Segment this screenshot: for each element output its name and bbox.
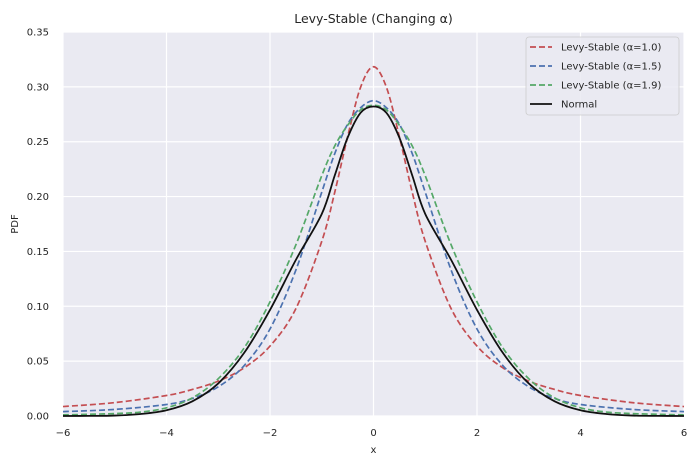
y-tick-label: 0.10 — [27, 302, 49, 313]
x-tick-label: 6 — [681, 428, 687, 439]
series-alpha-1-0-line — [62, 65, 685, 408]
y-tick-label: 0.20 — [27, 192, 49, 203]
y-tick-label: 0.35 — [27, 28, 49, 39]
series-normal-line — [62, 105, 685, 417]
x-tick-label: −2 — [263, 428, 278, 439]
series-layer — [62, 65, 685, 417]
x-axis-label: x — [371, 445, 377, 456]
legend-item-normal-label: Normal — [561, 100, 597, 111]
x-tick-label: 0 — [370, 428, 376, 439]
x-tick-label: 4 — [577, 428, 583, 439]
chart-title: Levy-Stable (Changing α) — [294, 11, 453, 26]
y-tick-label: 0.30 — [27, 82, 49, 93]
legend-item-alpha-1-9-label: Levy-Stable (α=1.9) — [561, 81, 661, 92]
y-axis: 0.00 0.05 0.10 0.15 0.20 0.25 0.30 0.35 — [27, 28, 49, 423]
legend-item-alpha-1-5-label: Levy-Stable (α=1.5) — [561, 62, 661, 73]
y-tick-label: 0.25 — [27, 137, 49, 148]
legend-item-alpha-1-0-label: Levy-Stable (α=1.0) — [561, 43, 661, 54]
x-tick-label: −6 — [56, 428, 71, 439]
legend: Levy-Stable (α=1.0) Levy-Stable (α=1.5) Le… — [525, 36, 680, 116]
y-tick-label: 0.15 — [27, 247, 49, 258]
x-tick-label: 2 — [474, 428, 480, 439]
y-tick-label: 0.05 — [27, 357, 49, 368]
grid-lines — [62, 31, 685, 417]
x-axis: −6 −4 −2 0 2 4 6 — [56, 428, 688, 439]
series-alpha-1-5-line — [62, 99, 685, 413]
x-tick-label: −4 — [159, 428, 174, 439]
y-axis-label: PDF — [10, 214, 21, 234]
legend-box — [525, 36, 680, 116]
y-tick-label: 0.00 — [27, 412, 49, 423]
